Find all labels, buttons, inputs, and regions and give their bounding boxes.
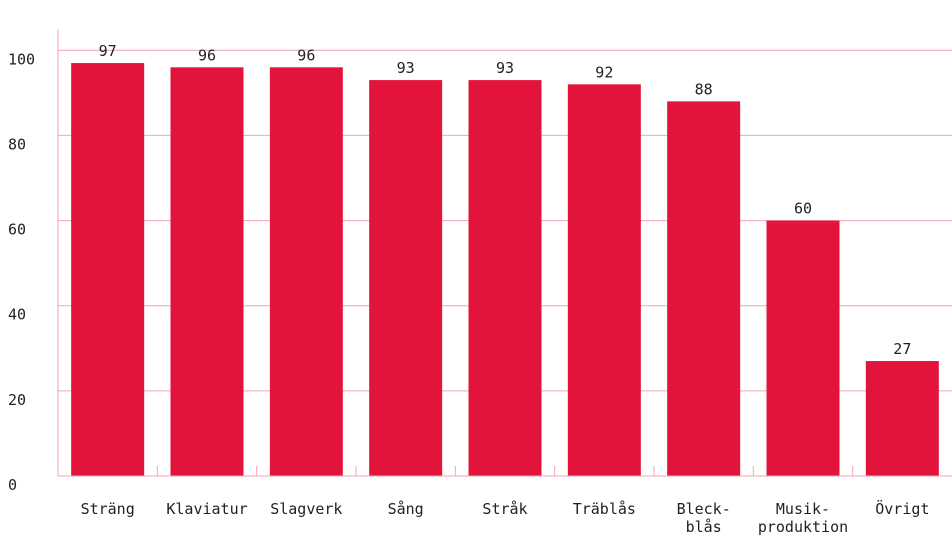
x-axis: Sträng Klaviatur Slagverk Sång Stråk Träblås B… xyxy=(58,466,952,536)
bar xyxy=(567,84,641,476)
x-tick-label-line: Musik- xyxy=(776,500,830,518)
x-tick-label: Bleck-blås xyxy=(677,500,731,536)
x-tick-label-line: Träblås xyxy=(573,500,636,518)
x-tick-label-line: Klaviatur xyxy=(166,500,247,518)
data-label: 96 xyxy=(198,46,216,64)
x-tick-label-line: Stråk xyxy=(482,500,527,518)
bar xyxy=(667,101,741,476)
bar xyxy=(170,67,244,477)
x-tick-label: Musik-produktion xyxy=(758,500,848,536)
data-label: 93 xyxy=(496,59,514,77)
x-tick-label-line: Övrigt xyxy=(875,499,929,518)
x-tick-label-line: Sång xyxy=(388,500,424,518)
x-tick-label-line: produktion xyxy=(758,518,848,536)
data-label: 96 xyxy=(297,46,315,64)
data-label: 93 xyxy=(397,59,415,77)
data-label: 60 xyxy=(794,200,812,218)
y-tick-label: 40 xyxy=(8,306,26,324)
y-axis: 0 20 40 60 80 100 xyxy=(8,29,59,494)
x-tick-label: Sång xyxy=(388,500,424,518)
y-tick-label: 80 xyxy=(8,135,26,153)
y-tick-label: 20 xyxy=(8,391,26,409)
x-tick-label: Klaviatur xyxy=(166,500,247,518)
bar xyxy=(468,80,542,476)
data-label: 88 xyxy=(695,80,713,98)
y-tick-label: 0 xyxy=(8,476,17,494)
x-tick-label: Stråk xyxy=(482,500,527,518)
x-tick-label: Övrigt xyxy=(875,499,929,518)
data-label: 27 xyxy=(893,340,911,358)
x-tick-label-line: Bleck- xyxy=(677,500,731,518)
bar xyxy=(71,63,145,477)
data-label: 92 xyxy=(595,63,613,81)
bar xyxy=(369,80,443,476)
x-tick-label: Slagverk xyxy=(270,500,342,518)
bar xyxy=(865,361,939,476)
y-tick-label: 100 xyxy=(8,50,35,68)
bar xyxy=(766,220,840,476)
data-label: 97 xyxy=(99,42,117,60)
x-tick-label: Sträng xyxy=(81,500,135,518)
x-tick-label: Träblås xyxy=(573,500,636,518)
bar xyxy=(269,67,343,477)
bars: 97 96 96 93 93 92 88 60 27 xyxy=(71,42,939,477)
x-tick-label-line: blås xyxy=(686,518,722,536)
x-tick-label-line: Sträng xyxy=(81,500,135,518)
x-tick-label-line: Slagverk xyxy=(270,500,342,518)
y-tick-label: 60 xyxy=(8,221,26,239)
